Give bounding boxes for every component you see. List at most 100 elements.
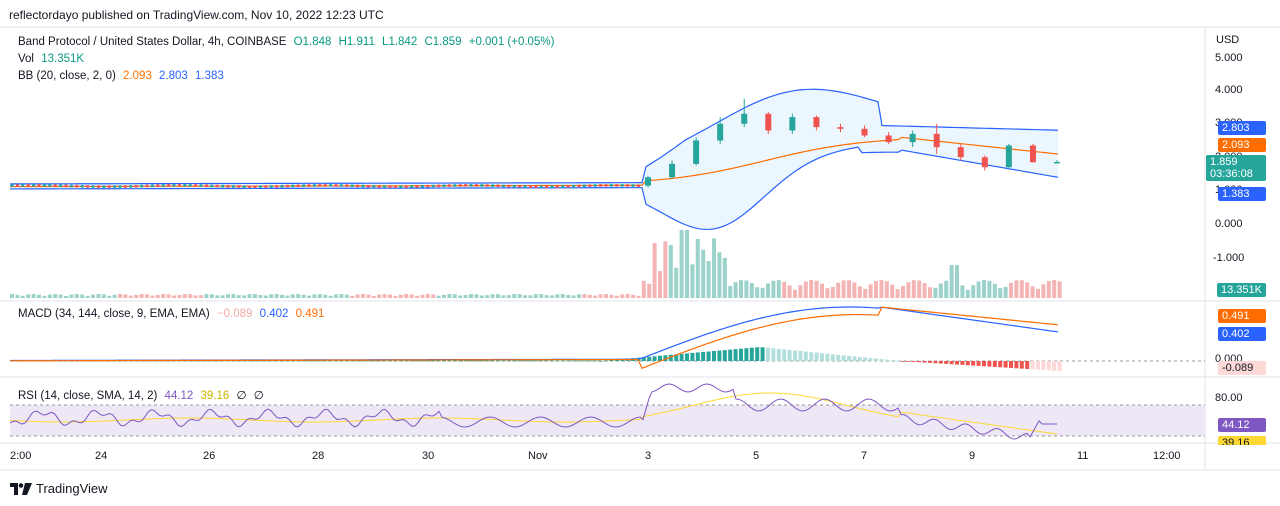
volume-bar bbox=[933, 287, 938, 298]
volume-bar bbox=[452, 294, 457, 298]
macd-hist-bar bbox=[409, 360, 414, 362]
volume-bar bbox=[220, 295, 225, 298]
candle-body bbox=[1029, 145, 1036, 163]
volume-bar bbox=[847, 280, 851, 298]
volume-bar bbox=[695, 239, 700, 298]
macd-hist-bar bbox=[695, 352, 700, 361]
volume-bar bbox=[717, 252, 722, 298]
macd-hist-bar bbox=[760, 347, 765, 361]
macd-hist-bar bbox=[690, 352, 695, 361]
volume-bar bbox=[577, 294, 581, 298]
macd-hist-bar bbox=[496, 360, 500, 362]
volume-bar bbox=[37, 294, 41, 298]
volume-bar bbox=[307, 295, 311, 298]
volume-bar bbox=[496, 294, 500, 298]
candle bbox=[577, 184, 581, 188]
candle bbox=[248, 185, 252, 188]
volume-bar bbox=[890, 284, 895, 298]
volume-bar bbox=[528, 295, 533, 298]
volume-bar bbox=[1003, 286, 1008, 298]
candle bbox=[275, 185, 279, 188]
volume-bar bbox=[701, 249, 706, 298]
macd-hist-bar bbox=[955, 361, 959, 365]
macd-hist-bar bbox=[712, 351, 716, 361]
volume-bar bbox=[479, 295, 484, 298]
candle-body bbox=[789, 117, 796, 131]
time-tick: 11 bbox=[1077, 450, 1089, 462]
macd-hist-bar bbox=[555, 360, 560, 362]
macd-hist-bar bbox=[976, 361, 981, 366]
volume-bar bbox=[1014, 280, 1019, 298]
candle-body bbox=[693, 140, 700, 164]
volume-bar bbox=[85, 295, 90, 298]
volume-bar bbox=[852, 282, 857, 298]
candle bbox=[523, 185, 527, 188]
candle bbox=[534, 185, 538, 188]
volume-bar bbox=[755, 287, 760, 298]
volume-bar bbox=[604, 294, 608, 298]
rsi-ma-badge-clip: 39.16 bbox=[1214, 436, 1280, 445]
macd-hist-bar bbox=[674, 354, 679, 361]
candle bbox=[64, 184, 68, 188]
volume-bar bbox=[20, 295, 25, 298]
volume-bar bbox=[166, 294, 171, 298]
volume-bar bbox=[474, 294, 479, 298]
macd-hist-bar bbox=[911, 361, 916, 362]
candle bbox=[177, 184, 181, 187]
volume-bar bbox=[814, 280, 819, 298]
macd-signal-value: 0.491 bbox=[295, 308, 325, 320]
candle bbox=[491, 184, 495, 187]
candle bbox=[604, 184, 608, 187]
volume-bar bbox=[242, 295, 247, 298]
volume-bar bbox=[1025, 282, 1030, 298]
macd-hist-bar bbox=[544, 360, 549, 362]
macd-hist-bar bbox=[404, 360, 409, 362]
volume-bar bbox=[371, 295, 376, 298]
volume-bar bbox=[447, 294, 452, 298]
candle bbox=[528, 185, 532, 188]
macd-hist-bar bbox=[722, 350, 727, 361]
volume-bar bbox=[550, 295, 554, 298]
volume-bar bbox=[857, 286, 862, 298]
volume-bar bbox=[798, 285, 803, 298]
volume-bar bbox=[425, 294, 430, 298]
volume-bar bbox=[728, 286, 733, 298]
volume-bar bbox=[911, 280, 916, 298]
candle bbox=[215, 184, 219, 188]
candle bbox=[307, 184, 311, 187]
candle bbox=[242, 185, 246, 188]
macd-hist-bar bbox=[928, 361, 932, 363]
candle bbox=[140, 184, 144, 188]
footer-brand-label: TradingView bbox=[36, 481, 108, 496]
candle bbox=[296, 184, 300, 187]
candle bbox=[26, 184, 30, 187]
macd-hist-bar bbox=[960, 361, 965, 365]
volume-bar bbox=[982, 280, 986, 298]
bar-countdown: 03:36:08 bbox=[1210, 168, 1253, 180]
volume-bar bbox=[825, 288, 830, 298]
volume-bar bbox=[609, 294, 614, 298]
volume-bar bbox=[463, 294, 468, 298]
volume-bar bbox=[1036, 288, 1040, 298]
candle-body bbox=[885, 135, 892, 143]
volume-bar bbox=[155, 294, 160, 298]
macd-hist-bar bbox=[836, 354, 841, 361]
volume-bar bbox=[301, 294, 306, 298]
macd-hist-bar bbox=[949, 361, 954, 365]
candle bbox=[566, 185, 570, 188]
volume-bar bbox=[485, 295, 490, 298]
time-tick: 2:00 bbox=[10, 450, 32, 462]
macd-hist-bar bbox=[906, 361, 911, 362]
volume-bar bbox=[555, 294, 560, 298]
footer-brand[interactable]: TradingView bbox=[10, 481, 108, 496]
candle bbox=[507, 184, 511, 188]
change-value: +0.001 (+0.05%) bbox=[468, 36, 555, 48]
macd-hist-bar bbox=[452, 360, 457, 362]
volume-bar bbox=[992, 283, 997, 298]
macd-hist-bar bbox=[382, 360, 387, 362]
macd-hist-bar bbox=[571, 360, 576, 362]
publisher-header: reflectordayo published on TradingView.c… bbox=[9, 8, 384, 22]
macd-hist-bar bbox=[474, 360, 479, 362]
candle bbox=[626, 184, 630, 187]
